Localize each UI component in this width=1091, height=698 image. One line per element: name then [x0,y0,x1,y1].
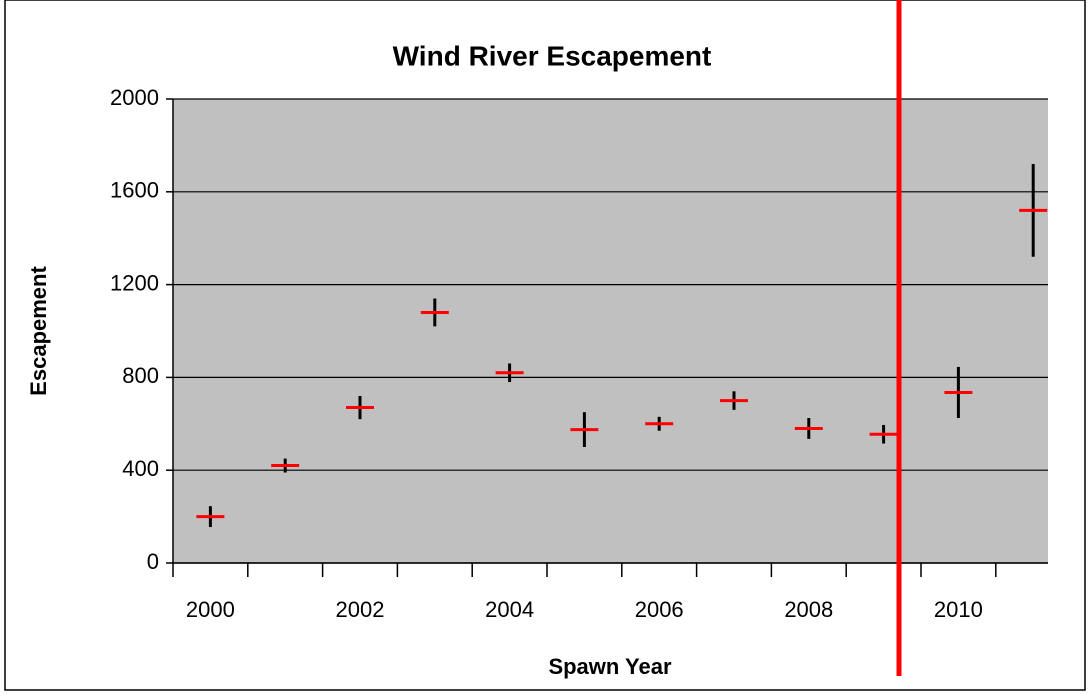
x-tick-label: 2010 [934,597,983,622]
y-tick-label: 400 [122,456,159,481]
plot-layer: 0 400 800 1200 1600 2000 2000 2002 2004 2006 2008 2… [110,85,1048,622]
y-tick-label: 1200 [110,270,159,295]
x-tick-label: 2006 [635,597,684,622]
y-tick-label: 800 [122,363,159,388]
x-tick-label: 2002 [336,597,385,622]
plot-area [173,99,1048,563]
x-tick-label: 2004 [485,597,534,622]
x-tick-label: 2000 [186,597,235,622]
y-tick-label: 2000 [110,85,159,110]
y-tick-label: 0 [147,549,159,574]
x-axis-label: Spawn Year [548,654,672,679]
y-axis-label: Escapement [26,266,51,396]
chart-title: Wind River Escapement [393,40,712,71]
x-tick-label: 2008 [784,597,833,622]
y-tick-label: 1600 [110,178,159,203]
